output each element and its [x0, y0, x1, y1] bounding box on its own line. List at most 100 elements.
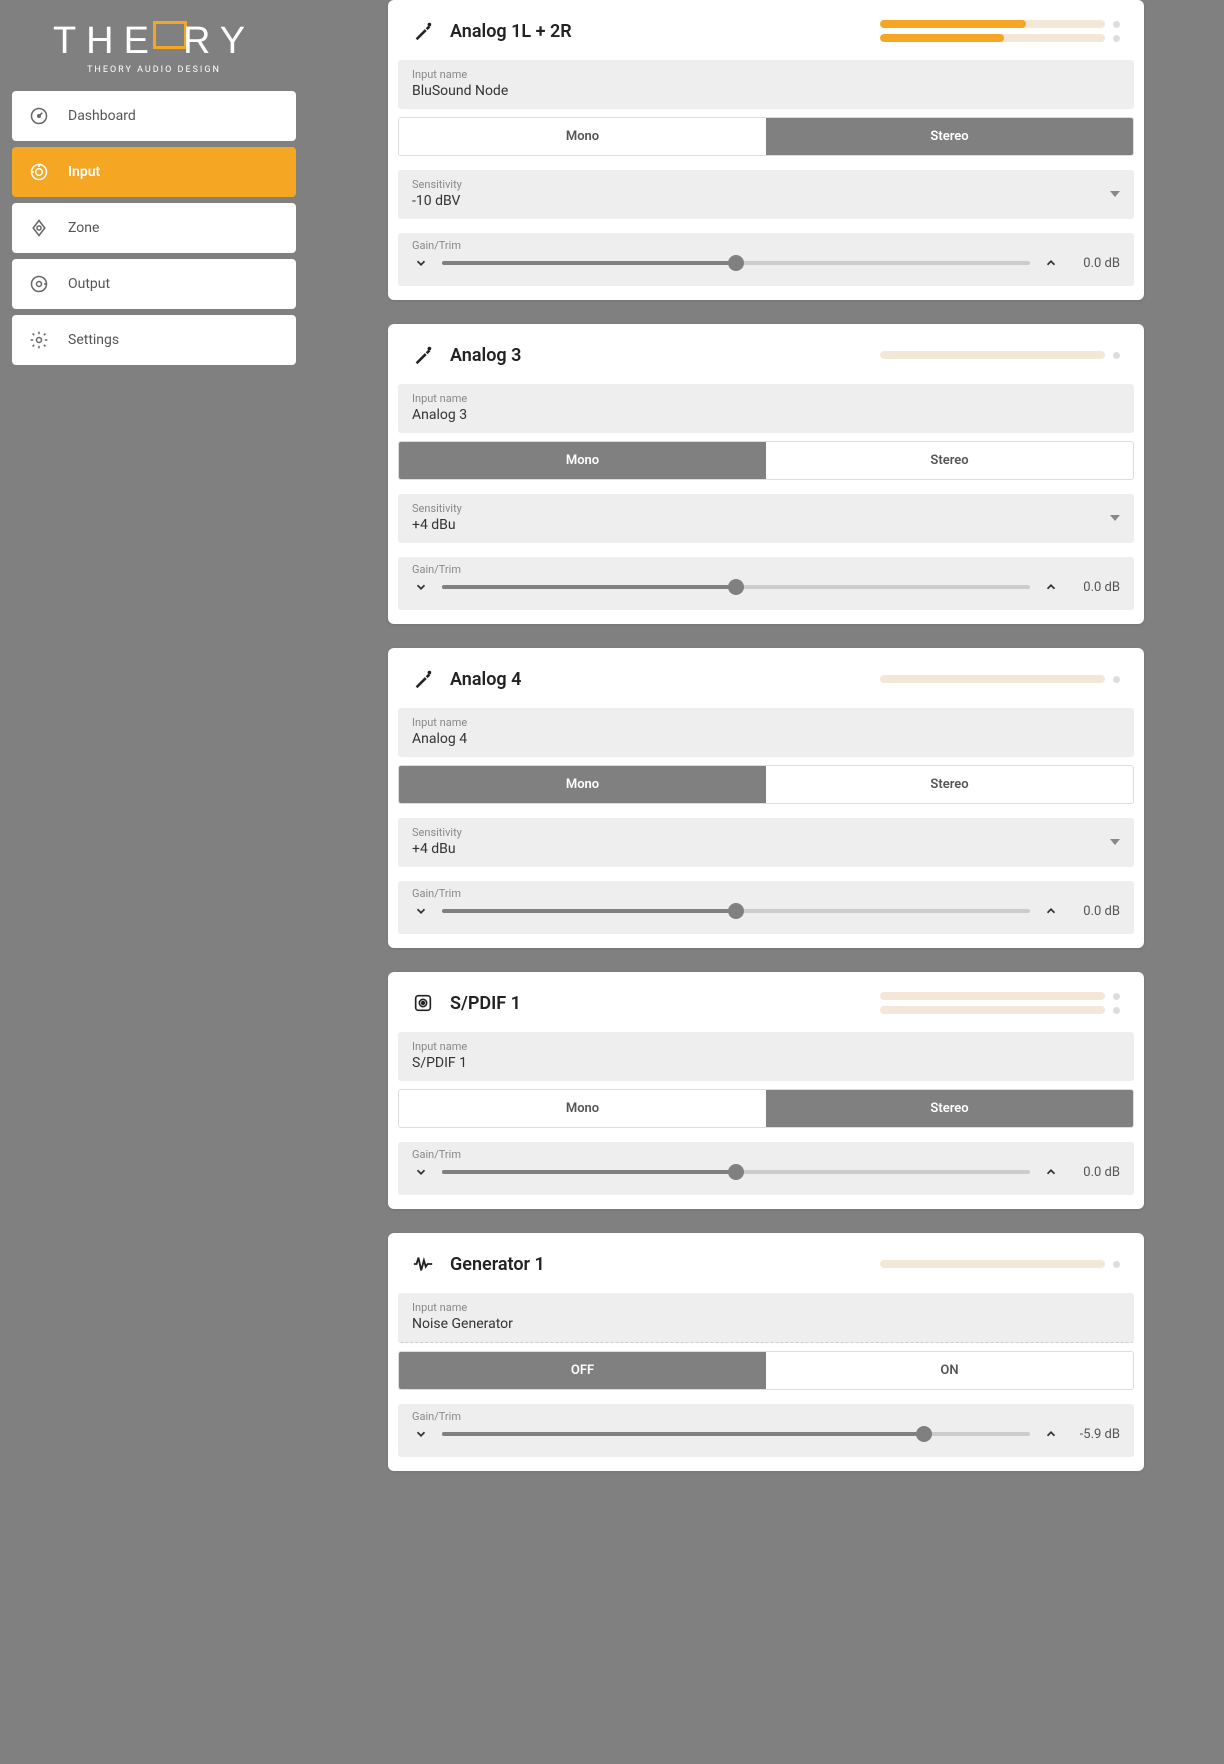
mode-option-stereo[interactable]: Stereo	[766, 766, 1133, 803]
input-card-analog12: Analog 1L + 2R Input nameBluSound Node Mon…	[388, 0, 1144, 300]
gain-decrement-button[interactable]	[412, 578, 430, 596]
dropdown-caret-icon	[1110, 189, 1120, 199]
field-label: Gain/Trim	[412, 1410, 1120, 1423]
mode-option-mono[interactable]: Mono	[399, 1090, 766, 1127]
mode-toggle: MonoStereo	[398, 441, 1134, 480]
slider-thumb[interactable]	[728, 255, 744, 271]
dropdown-caret-icon	[1110, 513, 1120, 523]
slider-fill	[442, 261, 736, 265]
sensitivity-select[interactable]: Sensitivity-10 dBV	[398, 170, 1134, 219]
sensitivity-value: +4 dBu	[412, 517, 462, 533]
slider-thumb[interactable]	[916, 1426, 932, 1442]
gain-slider[interactable]	[442, 1432, 1030, 1436]
level-clip-indicator	[1113, 352, 1120, 359]
gain-slider[interactable]	[442, 585, 1030, 589]
gear-icon	[28, 329, 50, 351]
level-meter-row	[880, 20, 1120, 28]
field-label: Gain/Trim	[412, 563, 1120, 576]
card-title: Analog 1L + 2R	[450, 21, 572, 42]
input-name-field[interactable]: Input nameBluSound Node	[398, 60, 1134, 109]
sidebar-item-label: Settings	[68, 332, 119, 348]
mode-toggle: MonoStereo	[398, 1089, 1134, 1128]
brand-logo: THERY THEORY AUDIO DESIGN	[12, 12, 296, 91]
gain-slider[interactable]	[442, 909, 1030, 913]
gain-decrement-button[interactable]	[412, 1163, 430, 1181]
field-label: Input name	[412, 392, 1120, 405]
level-meter-fill	[880, 20, 1026, 28]
level-meter-track	[880, 992, 1105, 1000]
level-meter-row	[880, 1006, 1120, 1014]
gain-increment-button[interactable]	[1042, 902, 1060, 920]
slider-fill	[442, 585, 736, 589]
mode-toggle: MonoStereo	[398, 765, 1134, 804]
sensitivity-select[interactable]: Sensitivity +4 dBu	[398, 494, 1134, 543]
level-meters	[880, 992, 1120, 1014]
dropdown-caret-icon	[1110, 837, 1120, 847]
sidebar-item-zone[interactable]: Zone	[12, 203, 296, 253]
jack-icon	[412, 668, 434, 690]
spdif-icon	[412, 992, 434, 1014]
gain-decrement-button[interactable]	[412, 902, 430, 920]
slider-thumb[interactable]	[728, 1164, 744, 1180]
card-header: Analog 1L + 2R	[388, 0, 1144, 60]
level-clip-indicator	[1113, 993, 1120, 1000]
gain-increment-button[interactable]	[1042, 254, 1060, 272]
field-label: Sensitivity	[412, 502, 462, 515]
slider-thumb[interactable]	[728, 579, 744, 595]
gain-increment-button[interactable]	[1042, 578, 1060, 596]
gain-slider[interactable]	[442, 261, 1030, 265]
level-meter-row	[880, 992, 1120, 1000]
slider-fill	[442, 1432, 924, 1436]
gain-trim-block: Gain/Trim0.0 dB	[398, 233, 1134, 286]
mode-option-mono[interactable]: Mono	[399, 442, 766, 479]
sidebar-item-input[interactable]: Input	[12, 147, 296, 197]
level-meter-track	[880, 351, 1105, 359]
jack-icon	[412, 20, 434, 42]
input-name-field[interactable]: Input name S/PDIF 1	[398, 1032, 1134, 1081]
level-clip-indicator	[1113, 1007, 1120, 1014]
input-name-value: S/PDIF 1	[412, 1055, 1120, 1071]
gain-slider[interactable]	[442, 1170, 1030, 1174]
mode-option-stereo[interactable]: Stereo	[766, 1090, 1133, 1127]
mode-option-stereo[interactable]: Stereo	[766, 442, 1133, 479]
sidebar-item-label: Input	[68, 164, 100, 180]
mode-option-off[interactable]: OFF	[399, 1352, 766, 1389]
mode-option-mono[interactable]: Mono	[399, 118, 766, 155]
input-icon	[28, 161, 50, 183]
gain-decrement-button[interactable]	[412, 1425, 430, 1443]
mode-option-stereo[interactable]: Stereo	[766, 118, 1133, 155]
level-meter-track	[880, 34, 1105, 42]
sidebar-item-settings[interactable]: Settings	[12, 315, 296, 365]
slider-thumb[interactable]	[728, 903, 744, 919]
main-content: Analog 1L + 2R Input nameBluSound Node Mon…	[308, 0, 1224, 1764]
card-title: Analog 4	[450, 669, 521, 690]
sensitivity-select[interactable]: Sensitivity +4 dBu	[398, 818, 1134, 867]
mode-option-on[interactable]: ON	[766, 1352, 1133, 1389]
sidebar-item-label: Output	[68, 276, 110, 292]
input-name-field[interactable]: Input nameNoise Generator	[398, 1293, 1134, 1343]
gain-decrement-button[interactable]	[412, 254, 430, 272]
gain-trim-block: Gain/Trim0.0 dB	[398, 881, 1134, 934]
slider-fill	[442, 1170, 736, 1174]
input-name-field[interactable]: Input nameAnalog 4	[398, 708, 1134, 757]
mode-toggle: MonoStereo	[398, 117, 1134, 156]
field-label: Sensitivity	[412, 826, 462, 839]
gain-increment-button[interactable]	[1042, 1163, 1060, 1181]
slider-fill	[442, 909, 736, 913]
input-name-value: Noise Generator	[412, 1316, 1120, 1332]
level-meter-row	[880, 1260, 1120, 1268]
sidebar-item-output[interactable]: Output	[12, 259, 296, 309]
sensitivity-value: +4 dBu	[412, 841, 462, 857]
input-name-field[interactable]: Input nameAnalog 3	[398, 384, 1134, 433]
field-label: Input name	[412, 1040, 1120, 1053]
input-name-value: Analog 4	[412, 731, 1120, 747]
gain-trim-block: Gain/Trim-5.9 dB	[398, 1404, 1134, 1457]
field-label: Input name	[412, 68, 1120, 81]
field-label: Gain/Trim	[412, 1148, 1120, 1161]
sidebar-item-dashboard[interactable]: Dashboard	[12, 91, 296, 141]
gain-increment-button[interactable]	[1042, 1425, 1060, 1443]
card-header: Generator 1	[388, 1233, 1144, 1293]
sidebar-item-label: Zone	[68, 220, 99, 236]
mode-option-mono[interactable]: Mono	[399, 766, 766, 803]
gain-value: 0.0 dB	[1072, 256, 1120, 271]
